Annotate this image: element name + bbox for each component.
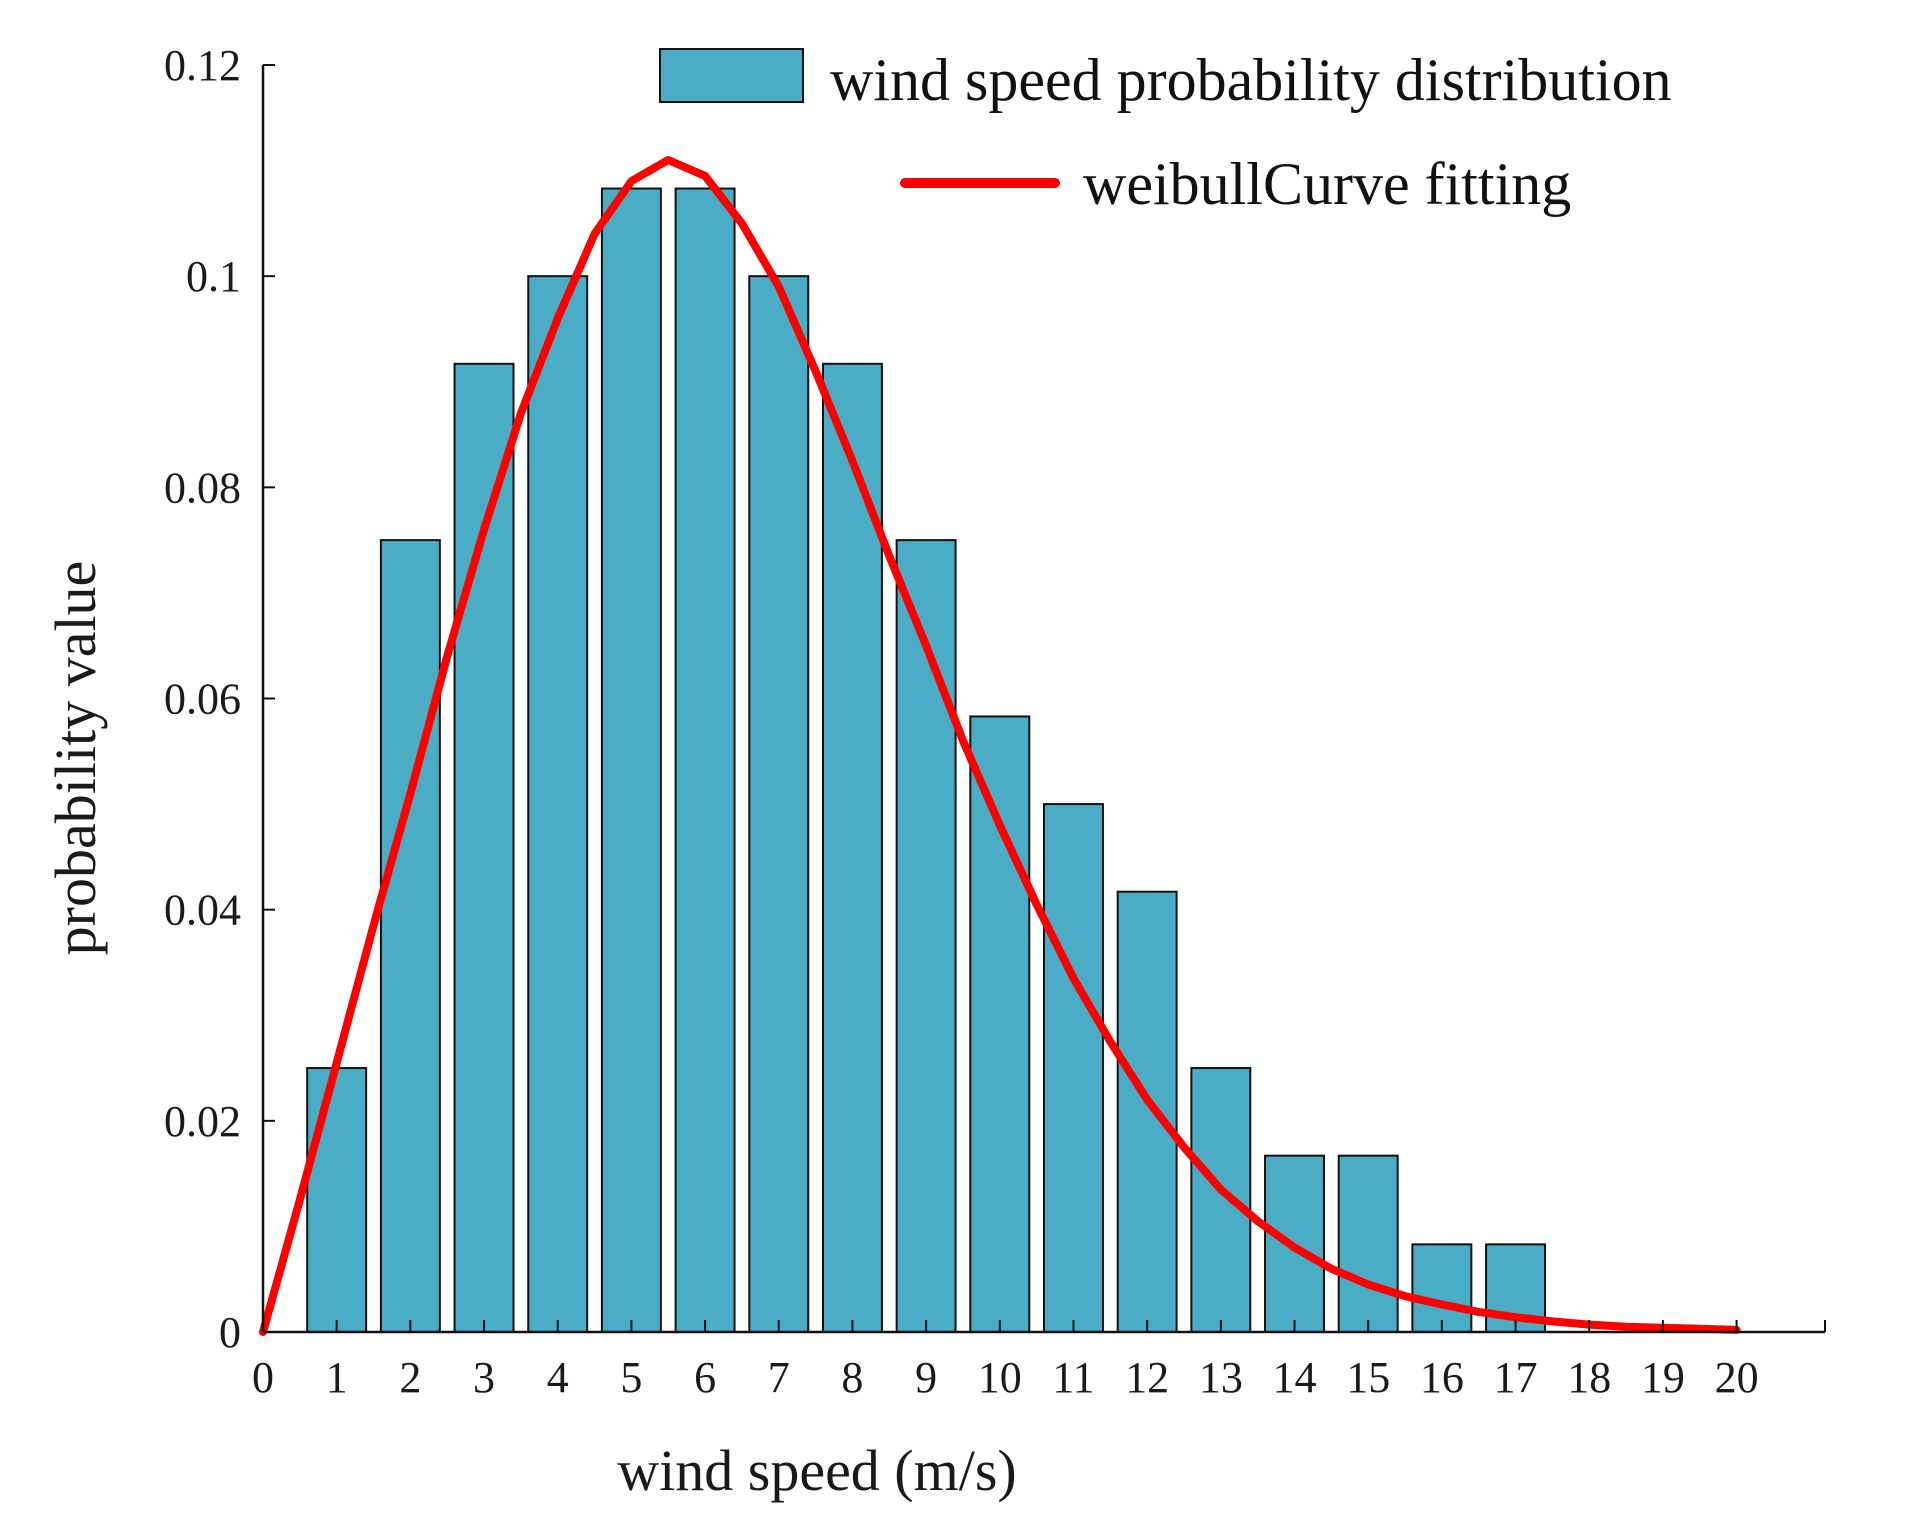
legend-bar-swatch: [659, 48, 804, 103]
x-tick-label: 9: [915, 1353, 937, 1402]
x-axis-title: wind speed (m/s): [617, 1438, 1017, 1503]
bar-15: [1337, 1154, 1399, 1333]
x-tick-label: 11: [1052, 1353, 1094, 1402]
bar-8: [821, 362, 883, 1333]
legend-bar-label: wind speed probability distribution: [830, 47, 1672, 113]
bar-12: [1116, 890, 1178, 1334]
bar-16: [1411, 1243, 1473, 1334]
x-tick-label: 15: [1346, 1353, 1390, 1402]
bar-group: [306, 187, 1547, 1334]
bar-6: [674, 187, 736, 1334]
x-tick-label: 16: [1420, 1353, 1464, 1402]
x-tick-label: 3: [473, 1353, 495, 1402]
x-tick-labels: 0 1 2 3 4 5 6 7 8 9 10 11 12 13 14 15 16 17 18 19 20: [252, 1353, 1759, 1402]
x-tick-label: 17: [1494, 1353, 1538, 1402]
x-tick-label: 12: [1125, 1353, 1169, 1402]
y-tick-label: 0.12: [164, 41, 241, 90]
y-tick-label: 0.1: [186, 252, 241, 301]
x-tick-label: 0: [252, 1353, 274, 1402]
bar-9: [895, 539, 957, 1333]
x-tick-label: 13: [1199, 1353, 1243, 1402]
x-tick-label: 5: [620, 1353, 642, 1402]
x-tick-label: 19: [1641, 1353, 1685, 1402]
y-tick-label: 0: [219, 1308, 241, 1357]
y-tick-label: 0.02: [164, 1097, 241, 1146]
bar-13: [1190, 1067, 1252, 1333]
bar-3: [453, 362, 515, 1333]
y-tick-label: 0.08: [164, 463, 241, 512]
bar-4: [527, 275, 589, 1334]
axes: [261, 64, 1826, 1334]
bar-2: [379, 539, 441, 1333]
x-tick-label: 20: [1715, 1353, 1759, 1402]
x-tick-label: 6: [694, 1353, 716, 1402]
y-tick-labels: 0 0.02 0.04 0.06 0.08 0.1 0.12: [164, 41, 241, 1357]
x-tick-label: 4: [547, 1353, 569, 1402]
x-tick-label: 7: [768, 1353, 790, 1402]
x-tick-label: 1: [326, 1353, 348, 1402]
bar-1: [306, 1067, 368, 1333]
legend-line-label: weibullCurve fitting: [1083, 151, 1571, 217]
bar-11: [1043, 803, 1104, 1333]
y-tick-label: 0.06: [164, 675, 241, 724]
x-tick-label: 14: [1273, 1353, 1317, 1402]
x-tick-label: 10: [978, 1353, 1022, 1402]
bar-10: [969, 715, 1031, 1333]
x-tick-label: 18: [1567, 1353, 1611, 1402]
bar-5: [600, 187, 662, 1334]
bar-7: [748, 275, 810, 1334]
y-tick-label: 0.04: [164, 886, 241, 935]
x-tick-label: 8: [841, 1353, 863, 1402]
weibull-curve-line: [259, 156, 1741, 1336]
y-axis-title: probability value: [43, 561, 108, 956]
x-tick-label: 2: [399, 1353, 421, 1402]
legend: wind speed probability distribution weib…: [659, 47, 1672, 217]
